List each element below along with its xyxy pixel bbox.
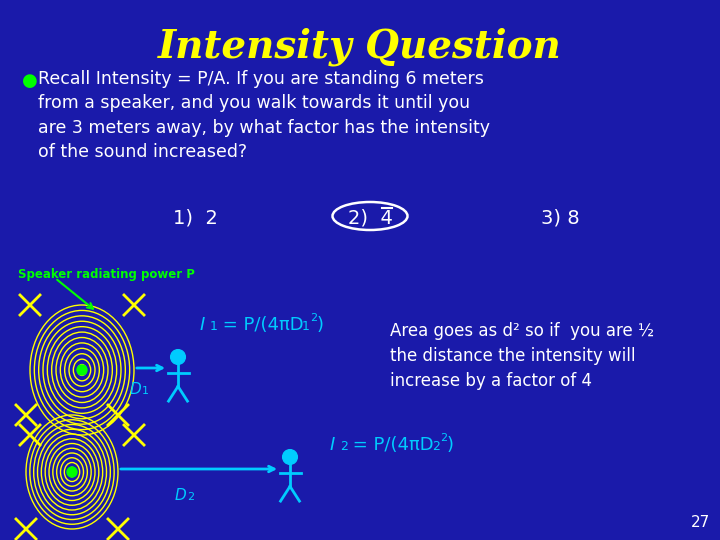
Text: Recall Intensity = P/A. If you are standing 6 meters
from a speaker, and you wal: Recall Intensity = P/A. If you are stand… [38,70,490,161]
Text: 27: 27 [690,515,710,530]
Text: = P/(4πD: = P/(4πD [347,436,433,454]
Text: 1: 1 [142,386,149,396]
Text: ): ) [447,436,454,454]
Text: D: D [130,382,142,397]
Text: ): ) [317,316,324,334]
Text: 3) 8: 3) 8 [541,208,580,227]
Text: 2: 2 [440,433,447,443]
Text: Area goes as d² so if  you are ½
the distance the intensity will
increase by a f: Area goes as d² so if you are ½ the dist… [390,322,654,390]
Circle shape [171,350,185,364]
Circle shape [77,365,87,375]
Text: 2: 2 [340,440,348,453]
Text: = P/(4πD: = P/(4πD [217,316,304,334]
Text: 2: 2 [187,492,194,502]
Text: 2)  4: 2) 4 [348,208,392,227]
Circle shape [67,467,77,477]
Text: 1: 1 [302,320,310,333]
Text: Speaker radiating power P: Speaker radiating power P [18,268,195,281]
Text: D: D [175,488,186,503]
Text: 2: 2 [310,313,317,323]
Text: ●: ● [22,72,37,90]
Text: I: I [200,316,205,334]
Text: 1: 1 [210,320,218,333]
Text: I: I [330,436,336,454]
Text: 2: 2 [432,440,440,453]
Text: Intensity Question: Intensity Question [158,28,562,66]
Text: 1)  2: 1) 2 [173,208,217,227]
Circle shape [283,450,297,464]
